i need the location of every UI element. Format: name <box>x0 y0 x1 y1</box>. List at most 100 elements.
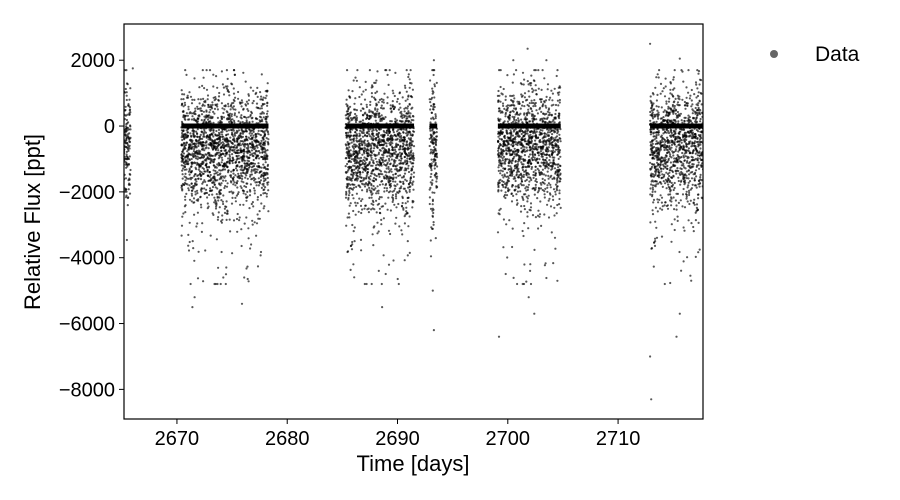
data-point <box>663 282 666 286</box>
data-point <box>353 276 356 279</box>
data-point <box>212 121 215 124</box>
data-point <box>557 93 560 96</box>
data-point <box>388 175 391 178</box>
data-point <box>203 100 206 103</box>
data-point <box>231 118 234 121</box>
data-point <box>377 116 380 119</box>
data-point <box>202 76 205 79</box>
data-point <box>209 234 212 237</box>
data-point <box>197 168 200 171</box>
data-point <box>367 176 370 179</box>
data-point <box>403 150 406 153</box>
data-point <box>548 154 551 157</box>
data-point <box>195 151 198 154</box>
data-point <box>526 80 529 83</box>
data-point <box>406 240 409 243</box>
data-point <box>552 198 555 201</box>
data-point <box>394 150 397 153</box>
data-point <box>226 166 229 169</box>
data-point <box>199 203 203 206</box>
data-point <box>224 282 227 286</box>
data-point <box>215 129 218 133</box>
data-point <box>231 149 234 152</box>
data-point <box>259 179 263 182</box>
data-point <box>395 145 398 148</box>
data-point <box>433 167 436 170</box>
data-point <box>221 152 224 155</box>
data-point <box>205 69 208 72</box>
data-point <box>516 164 519 167</box>
data-point <box>541 177 544 180</box>
data-point <box>186 183 189 186</box>
data-point <box>194 182 197 185</box>
data-point <box>394 159 397 162</box>
data-point <box>241 177 244 180</box>
data-point <box>246 265 249 268</box>
data-point <box>251 141 254 144</box>
data-point <box>128 113 131 116</box>
data-point <box>193 259 196 262</box>
data-point <box>359 109 362 112</box>
data-point <box>222 111 225 115</box>
data-point <box>192 186 195 189</box>
data-point <box>217 121 220 124</box>
data-point <box>200 156 203 159</box>
data-point <box>234 146 237 149</box>
data-point <box>347 178 350 181</box>
data-point <box>391 135 394 138</box>
data-point <box>252 158 255 162</box>
data-point <box>392 164 395 167</box>
data-point <box>509 131 512 134</box>
data-point <box>358 139 361 142</box>
data-point <box>378 175 381 178</box>
data-point <box>433 191 436 194</box>
data-point <box>356 69 359 72</box>
data-point <box>435 131 438 134</box>
data-point <box>554 109 558 112</box>
data-point <box>548 113 552 116</box>
data-point <box>205 144 208 147</box>
data-point <box>218 91 221 95</box>
data-point <box>546 165 549 168</box>
data-point <box>212 169 215 172</box>
data-point <box>203 159 206 162</box>
data-point <box>552 159 555 162</box>
data-point <box>503 120 506 123</box>
data-point <box>231 159 234 162</box>
data-point <box>402 143 405 146</box>
data-point <box>182 129 185 133</box>
data-point <box>496 139 500 143</box>
data-point <box>208 111 211 114</box>
data-point <box>503 134 506 137</box>
data-point <box>211 181 214 184</box>
data-point <box>400 152 404 155</box>
data-point <box>496 231 500 234</box>
data-point <box>361 153 364 156</box>
data-point <box>222 194 225 197</box>
data-point <box>224 273 228 276</box>
data-point <box>201 104 204 107</box>
data-point <box>394 222 397 225</box>
data-point <box>405 90 408 93</box>
data-point <box>216 145 219 148</box>
data-point <box>184 103 187 107</box>
data-point <box>217 128 221 131</box>
data-point <box>532 89 535 92</box>
data-point <box>369 154 372 157</box>
data-point <box>227 169 230 172</box>
data-point <box>368 162 371 165</box>
data-point <box>405 210 408 213</box>
data-point <box>547 164 551 167</box>
data-point <box>517 154 521 157</box>
data-points-layer <box>124 42 703 401</box>
data-point <box>538 164 541 167</box>
data-point <box>510 192 513 196</box>
data-point <box>534 174 537 177</box>
data-point <box>366 173 369 176</box>
data-point <box>126 143 129 147</box>
data-point <box>349 268 352 271</box>
data-point <box>380 140 383 143</box>
data-point <box>237 149 240 152</box>
data-point <box>513 118 516 122</box>
